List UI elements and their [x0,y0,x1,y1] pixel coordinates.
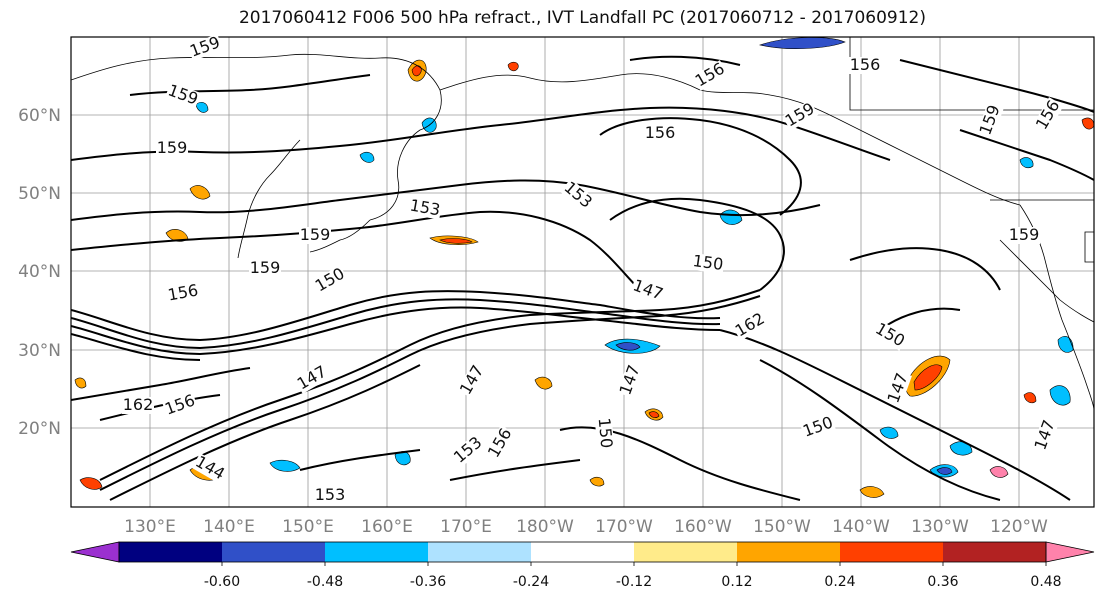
contour-label-background [782,100,819,131]
contour-label-background [1032,417,1059,454]
colorbar-tick-label: 0.24 [824,574,855,590]
contour-label: 150 [692,251,725,274]
contour-label-background [164,82,201,109]
contour-label-background [312,265,349,296]
colorbar-segment [531,542,635,562]
longitude-label: 120°W [990,517,1048,537]
latitude-label: 30°N [18,341,61,361]
latitude-label: 40°N [18,262,61,282]
contour-label: 159 [250,258,281,277]
contour-label-background [690,252,725,275]
colorbar-segment [119,542,223,562]
longitude-label: 170°E [440,517,492,537]
contour-label-background [594,416,615,450]
contour-label-background [692,60,729,91]
longitude-label: 160°W [674,517,732,537]
contour-label: 159 [157,138,188,157]
longitude-label: 160°E [361,517,413,537]
contour-label-background [457,362,488,399]
map-border [70,36,1095,508]
longitude-label: 170°W [595,517,653,537]
anomaly-shading [74,37,1094,498]
contour-label-background [617,362,644,399]
contour-label-background [885,370,912,407]
colorbar-segment [325,542,429,562]
colorbar-segment [634,542,738,562]
colorbar-extend-low [70,541,120,563]
colorbar-tick-label: -0.24 [513,574,549,590]
contour-label-background [559,178,596,213]
contour-label-background [165,282,201,305]
longitude-label: 130°E [124,517,176,537]
contour-label: 156 [645,123,676,142]
contour-label-background [450,433,487,468]
contour-label-background [732,310,769,341]
map-frame-background [71,37,1094,507]
latitude-label: 20°N [18,419,61,439]
colorbar-segment [737,542,841,562]
contour-label-background [1008,227,1040,244]
contour-label-background [191,453,228,484]
contour-label-background [249,260,281,277]
colorbar-extend-high [1045,541,1095,563]
colorbar-tick-labels: -0.60 -0.48 -0.36 -0.24 -0.12 0.12 0.24 0.36 0.4… [204,562,1062,590]
contour-label-background [162,392,199,419]
contour-label-background [122,397,154,414]
longitude-label: 150°W [753,517,811,537]
contour-label-background [299,227,331,244]
longitude-axis: 130°E 140°E 150°E 160°E 170°E 180°W 170°W 160°W… [124,517,1048,537]
latitude-axis: 60°N 50°N 40°N 30°N 20°N [18,106,61,439]
contour-label-background [871,320,908,351]
colorbar [70,541,1095,563]
colorbar-segment [222,542,326,562]
contour-label-background [800,414,837,441]
colorbar-tick-label: -0.60 [204,574,240,590]
longitude-label: 140°W [832,517,890,537]
contour-label-background [187,34,224,61]
colorbar-outline [118,541,1047,563]
contour-label-background [407,197,443,220]
colorbar-segment [840,542,944,562]
contour-label: 153 [315,485,346,504]
map-title: 2017060412 F006 500 hPa refract., IVT La… [238,8,926,28]
longitude-label: 130°W [911,517,969,537]
latitude-label: 60°N [18,106,61,126]
contour-label: 150 [595,417,617,449]
contour-label-background [977,102,1004,139]
graticule [71,37,1094,507]
colorbar-tick-label: -0.48 [307,574,343,590]
longitude-label: 150°E [282,517,334,537]
colorbar-tick-label: 0.12 [721,574,752,590]
longitude-label: 140°E [203,517,255,537]
contour-label-background [314,487,346,504]
contour-label: 159 [1009,225,1040,244]
colorbar-tick-label: 0.48 [1030,574,1061,590]
colorbar-segment [428,542,532,562]
contour-label: 159 [300,225,331,244]
latitude-label: 50°N [18,184,61,204]
colorbar-tick-label: -0.12 [616,574,652,590]
colorbar-tick-label: 0.36 [927,574,958,590]
longitude-label: 180°W [516,517,574,537]
contour-label-background [156,140,188,157]
contour-label-background [294,363,331,394]
colorbar-segment [943,542,1047,562]
contour-label-background [644,125,676,142]
contour-label-background [629,277,666,304]
contour-label: 156 [850,55,881,74]
contour-label-background [1033,97,1064,134]
colorbar-tick-label: -0.36 [410,574,446,590]
contour-label-background [485,425,516,462]
contour-label: 162 [123,395,154,414]
contour-label-background [849,57,881,74]
